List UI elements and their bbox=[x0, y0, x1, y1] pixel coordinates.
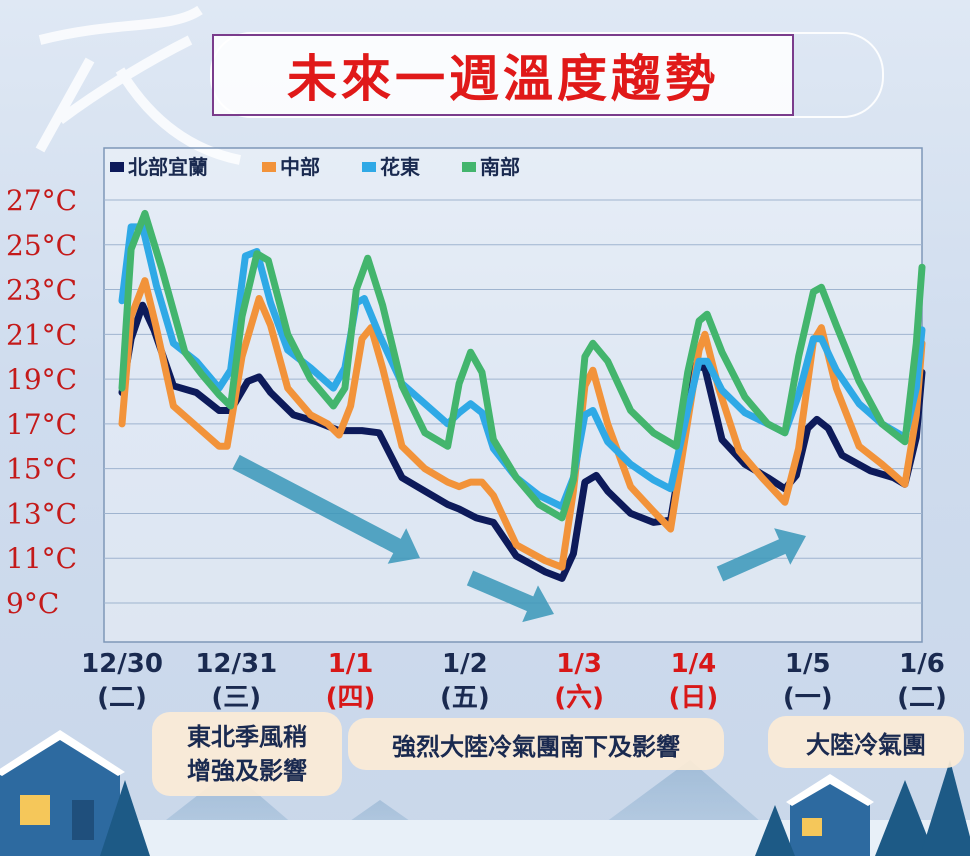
x-tick-date: 1/3 bbox=[556, 649, 602, 679]
legend-swatch bbox=[110, 162, 124, 172]
x-tick-date: 1/2 bbox=[442, 649, 488, 679]
x-tick-date: 1/6 bbox=[899, 649, 945, 679]
background-calligraphy bbox=[35, 5, 241, 165]
series-line-1 bbox=[118, 301, 926, 582]
x-tick-date: 12/30 bbox=[81, 649, 163, 679]
x-tick-weekday: (日) bbox=[669, 683, 719, 713]
y-tick-label: 9°C bbox=[6, 587, 59, 620]
x-tick-weekday: (二) bbox=[897, 683, 947, 713]
weather-note-strong-cold-air: 強烈大陸冷氣團南下及影響 bbox=[348, 718, 724, 770]
trend-arrow-down-2 bbox=[466, 570, 555, 623]
legend-swatch bbox=[362, 162, 376, 172]
note-text-2: 強烈大陸冷氣團南下及影響 bbox=[392, 732, 680, 761]
x-tick-weekday: (四) bbox=[326, 683, 376, 713]
legend-label: 中部 bbox=[280, 155, 320, 179]
x-tick-date: 12/31 bbox=[195, 649, 277, 679]
trend-arrow-up bbox=[716, 528, 807, 582]
weather-note-northeast-monsoon: 東北季風稍 增強及影響 bbox=[152, 712, 342, 796]
y-tick-label: 11°C bbox=[6, 542, 77, 575]
x-tick-date: 1/1 bbox=[328, 649, 374, 679]
title-box: 未來一週溫度趨勢 bbox=[212, 34, 794, 116]
series-line-4 bbox=[118, 209, 926, 522]
page-title: 未來一週溫度趨勢 bbox=[287, 50, 719, 108]
legend-label: 花東 bbox=[380, 155, 420, 179]
y-tick-label: 21°C bbox=[6, 318, 77, 351]
x-tick-weekday: (六) bbox=[554, 683, 604, 713]
y-tick-label: 15°C bbox=[6, 453, 77, 486]
house-left-icon bbox=[0, 730, 150, 856]
house-right-icon bbox=[755, 760, 970, 856]
y-tick-label: 17°C bbox=[6, 408, 77, 441]
legend-label: 南部 bbox=[480, 155, 520, 179]
trend-arrow-down-1 bbox=[232, 454, 421, 564]
title-pill-outline bbox=[210, 32, 884, 118]
y-tick-label: 25°C bbox=[6, 229, 77, 262]
legend-swatch bbox=[462, 162, 476, 172]
y-tick-label: 23°C bbox=[6, 274, 77, 307]
x-tick-weekday: (五) bbox=[440, 683, 490, 713]
y-tick-label: 19°C bbox=[6, 363, 77, 396]
x-tick-weekday: (一) bbox=[783, 683, 833, 713]
x-tick-weekday: (三) bbox=[211, 683, 261, 713]
note-text-3: 大陸冷氣團 bbox=[806, 730, 926, 759]
legend-swatch bbox=[262, 162, 276, 172]
note-text-1: 東北季風稍 增強及影響 bbox=[187, 723, 307, 785]
x-tick-date: 1/5 bbox=[785, 649, 831, 679]
weather-note-cold-air: 大陸冷氣團 bbox=[768, 716, 964, 768]
series-line-2 bbox=[118, 277, 926, 571]
x-tick-weekday: (二) bbox=[97, 683, 147, 713]
y-tick-label: 27°C bbox=[6, 184, 77, 217]
x-tick-date: 1/4 bbox=[671, 649, 717, 679]
legend-label: 北部宜蘭 bbox=[128, 155, 208, 179]
y-tick-label: 13°C bbox=[6, 497, 77, 530]
